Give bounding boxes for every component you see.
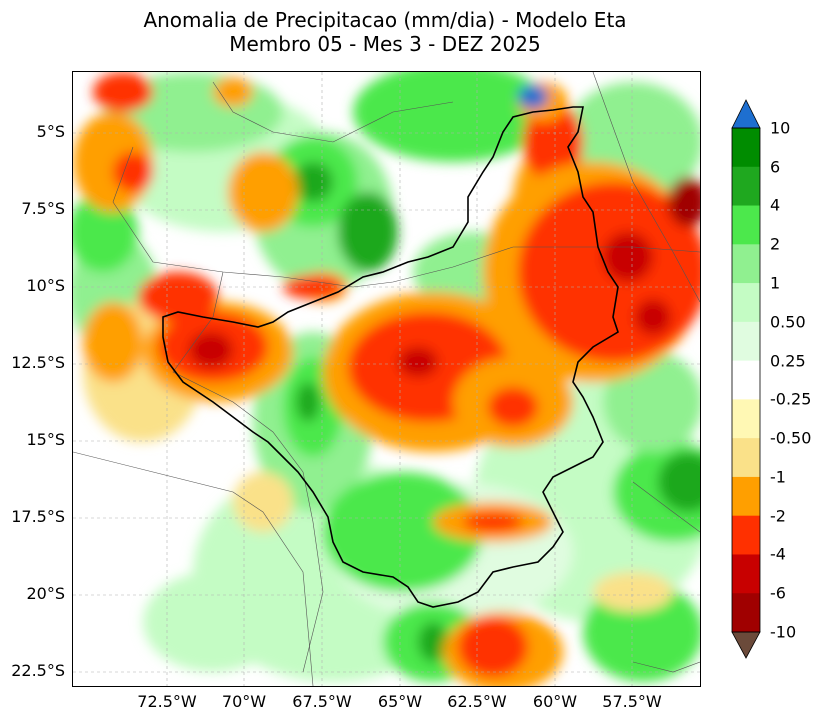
colorbar-segment <box>732 476 760 517</box>
map-canvas <box>73 72 700 686</box>
country-borders <box>73 72 700 686</box>
colorbar-extend-bottom <box>731 631 761 659</box>
colorbar-segment <box>732 128 760 168</box>
lat-label-22-5s: 22.5°S <box>11 661 65 680</box>
colorbar-label-0-25: 0.25 <box>770 351 806 371</box>
colorbar-segment <box>732 321 760 362</box>
colorbar-segment <box>732 360 760 400</box>
lon-label-72-5w: 72.5°W <box>137 692 197 711</box>
colorbar-segment <box>732 593 760 633</box>
lat-label-15s: 15°S <box>26 430 65 449</box>
lat-label-20s: 20°S <box>26 584 65 603</box>
colorbar-segment <box>732 205 760 245</box>
colorbar-label-10: 10 <box>770 118 791 138</box>
colorbar-label-1: 1 <box>770 273 781 293</box>
colorbar-segment <box>732 554 760 594</box>
colorbar-label-neg-2: -2 <box>770 506 786 526</box>
colorbar-segment <box>732 515 760 555</box>
river-basin-outline <box>162 106 619 608</box>
colorbar-segment <box>732 166 760 207</box>
lon-label-60w: 60°W <box>532 692 578 711</box>
lon-label-62-5w: 62.5°W <box>447 692 507 711</box>
colorbar-label-4: 4 <box>770 195 781 215</box>
colorbar-segment <box>732 438 760 478</box>
map-title-line2: Membro 05 - Mes 3 - DEZ 2025 <box>229 32 541 56</box>
colorbar-label-0-50: 0.50 <box>770 312 806 332</box>
colorbar-segment <box>732 244 760 284</box>
colorbar-segment <box>732 399 760 439</box>
lat-label-10s: 10°S <box>26 276 65 295</box>
lon-label-67-5w: 67.5°W <box>292 692 352 711</box>
colorbar-frame <box>731 127 761 633</box>
colorbar-label-neg-10: -10 <box>770 622 797 642</box>
colorbar-boxes <box>732 128 760 633</box>
map-title-line1: Anomalia de Precipitacao (mm/dia) - Mode… <box>143 8 627 32</box>
colorbar-label-2: 2 <box>770 234 781 254</box>
lon-label-65w: 65°W <box>377 692 423 711</box>
colorbar-label-neg-0-25: -0.25 <box>770 389 812 409</box>
colorbar-segment <box>732 283 760 323</box>
lat-label-17-5s: 17.5°S <box>11 507 65 526</box>
graticule <box>73 72 700 686</box>
lat-label-5s: 5°S <box>36 122 65 141</box>
anomaly-field <box>73 72 700 686</box>
colorbar-label-neg-0-50: -0.50 <box>770 428 812 448</box>
lon-label-57-5w: 57.5°W <box>602 692 662 711</box>
lat-label-7-5s: 7.5°S <box>21 199 65 218</box>
colorbar-label-6: 6 <box>770 157 781 177</box>
precipitation-anomaly-map <box>72 71 701 687</box>
colorbar-label-neg-1: -1 <box>770 467 786 487</box>
colorbar-label-neg-4: -4 <box>770 544 786 564</box>
lon-label-70w: 70°W <box>221 692 267 711</box>
colorbar-extend-top <box>731 99 761 129</box>
lat-label-12-5s: 12.5°S <box>11 353 65 372</box>
colorbar-label-neg-6: -6 <box>770 583 786 603</box>
